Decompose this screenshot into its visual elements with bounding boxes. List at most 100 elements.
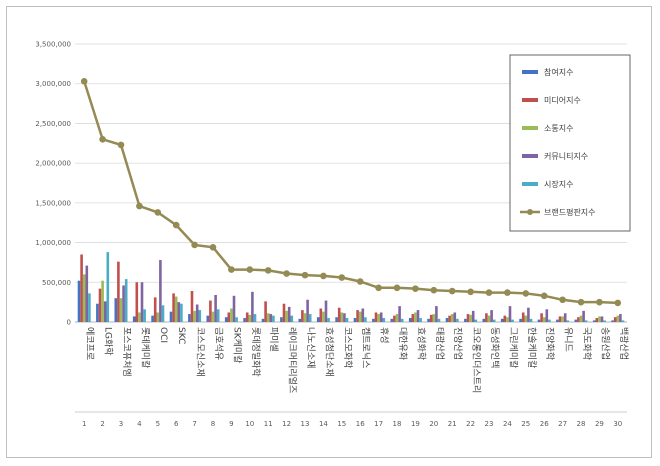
bar xyxy=(519,318,522,322)
bar xyxy=(529,318,533,322)
line-point xyxy=(614,299,622,307)
chart-frame: 0 500,000 1,000,000 1,500,000 2,000,000 2,500… xyxy=(6,6,652,458)
bar xyxy=(540,313,543,322)
y-tick-label: 500,000 xyxy=(42,279,71,287)
legend-swatch-point xyxy=(527,209,533,215)
bar xyxy=(361,308,365,322)
bar xyxy=(469,314,472,322)
line-point xyxy=(393,284,401,292)
category-label: 롯데정밀화학 xyxy=(250,327,262,377)
category-label: LG화학 xyxy=(103,327,114,356)
bar xyxy=(122,285,125,322)
bar xyxy=(85,265,89,322)
bar xyxy=(353,318,357,322)
rank-label: 13 xyxy=(301,420,310,428)
category-label: 나노신소재 xyxy=(305,327,316,368)
category-label: 백광산업 xyxy=(618,327,630,360)
rank-label: 11 xyxy=(264,420,273,428)
bar xyxy=(96,303,99,322)
bar xyxy=(159,260,162,322)
line-point xyxy=(338,274,346,281)
bar xyxy=(303,313,307,322)
bar xyxy=(364,317,367,322)
legend-box xyxy=(509,54,631,232)
bar xyxy=(464,318,467,322)
bar xyxy=(511,319,514,322)
bar xyxy=(264,301,267,322)
gridlines xyxy=(75,43,627,323)
bar xyxy=(613,317,617,322)
y-tick-label: 3,500,000 xyxy=(35,41,71,49)
bar xyxy=(482,318,486,322)
bar xyxy=(379,312,383,322)
bar xyxy=(245,312,249,322)
bar xyxy=(327,318,330,322)
line-point xyxy=(99,136,106,143)
bar xyxy=(280,317,283,322)
rank-label: 17 xyxy=(374,420,383,428)
rank-label: 7 xyxy=(192,420,196,428)
legend-swatch xyxy=(522,154,538,158)
rank-label: 28 xyxy=(577,420,586,428)
bar xyxy=(132,316,136,322)
bar xyxy=(398,306,401,322)
bar xyxy=(548,319,551,322)
line-point xyxy=(412,285,419,292)
bar xyxy=(474,319,478,322)
rank-label: 22 xyxy=(466,420,475,428)
bar xyxy=(471,310,475,322)
bar xyxy=(195,304,199,322)
bar xyxy=(377,314,380,322)
bar xyxy=(209,300,212,322)
bar xyxy=(153,297,157,322)
category-label: OCI xyxy=(158,327,168,343)
line-point xyxy=(264,267,272,274)
bar xyxy=(542,317,546,322)
category-label: 코스모화학 xyxy=(342,327,353,368)
line-point xyxy=(356,278,364,285)
bar xyxy=(177,302,181,322)
rank-label: 30 xyxy=(613,420,622,428)
category-label: 레이크머티리얼즈 xyxy=(287,327,298,393)
bar xyxy=(143,309,146,322)
bar xyxy=(335,317,338,322)
bar xyxy=(106,252,110,322)
line-point xyxy=(577,298,585,306)
bar xyxy=(616,315,620,322)
bar xyxy=(198,310,202,322)
bar xyxy=(251,291,254,322)
bar xyxy=(395,314,399,322)
bar xyxy=(527,307,530,322)
category-label: 파미셀 xyxy=(268,327,279,352)
bar xyxy=(169,311,173,322)
bar xyxy=(216,309,220,322)
bar xyxy=(117,261,120,322)
bar xyxy=(563,313,567,322)
bar xyxy=(119,298,123,322)
bar xyxy=(316,317,320,322)
bar xyxy=(592,320,596,322)
legend-swatch xyxy=(522,70,538,74)
y-axis: 0 500,000 1,000,000 1,500,000 2,000,000 2,500… xyxy=(35,41,627,327)
bar xyxy=(337,307,341,322)
bar xyxy=(577,317,580,322)
bar xyxy=(372,318,375,322)
bar xyxy=(282,303,286,322)
category-label: 진양산업 xyxy=(452,327,463,360)
bar xyxy=(506,317,509,322)
y-tick-label: 1,500,000 xyxy=(35,199,71,207)
bar xyxy=(138,312,141,322)
line-point xyxy=(467,288,474,296)
bar xyxy=(579,315,583,322)
category-label: 태광산업 xyxy=(434,327,446,360)
category-label: 진양화학 xyxy=(544,327,555,360)
rank-label: 25 xyxy=(521,420,530,428)
bar xyxy=(272,315,275,322)
legend-label: 커뮤니티지수 xyxy=(544,151,588,161)
line-point xyxy=(117,141,125,149)
rank-label: 29 xyxy=(595,420,604,428)
bar xyxy=(435,306,438,322)
bar xyxy=(287,306,291,322)
line-point xyxy=(540,292,548,300)
bar xyxy=(411,314,415,322)
